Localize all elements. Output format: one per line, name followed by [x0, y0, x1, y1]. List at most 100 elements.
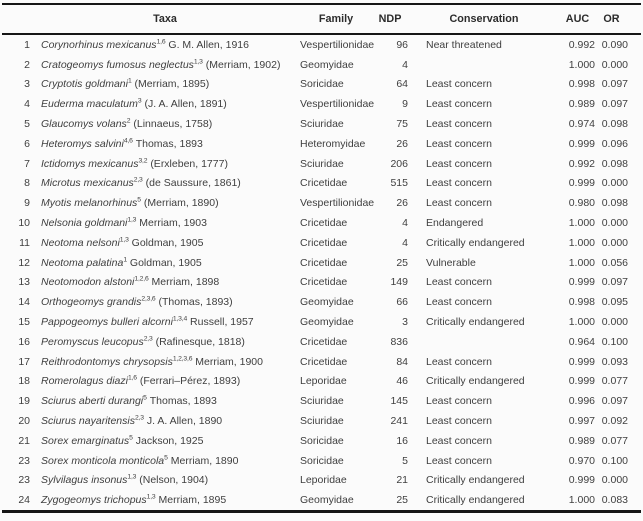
- or-cell: 0.098: [601, 118, 628, 131]
- author-citation: (Rafinesque, 1818): [155, 335, 245, 348]
- ndp-cell: 145: [390, 395, 408, 408]
- auc-cell: 1.000: [568, 58, 595, 71]
- or-cell: 0.000: [601, 236, 628, 249]
- table-row: 7 Ictidomys mexicanus3,2 (Erxleben, 1777)…: [2, 154, 641, 174]
- row-number: 20: [18, 415, 30, 428]
- row-number: 6: [24, 137, 30, 150]
- taxa-cell: Myotis melanorhinus5 (Merriam, 1890): [30, 197, 300, 209]
- row-number: 5: [24, 118, 30, 131]
- ndp-cell: 26: [396, 197, 408, 210]
- species-superscript: 1,6: [127, 374, 137, 382]
- table-top-border: [2, 3, 641, 5]
- species-superscript: 2,3: [133, 176, 143, 184]
- auc-cell: 0.996: [568, 395, 595, 408]
- conservation-cell: Least concern: [426, 177, 492, 190]
- row-number: 15: [18, 316, 30, 329]
- table-row: 20 Sciurus nayaritensis2,3 J. A. Allen, 1…: [2, 411, 641, 431]
- row-number: 2: [24, 58, 30, 71]
- family-cell: Sciuridae: [300, 118, 344, 131]
- taxa-cell: Reithrodontomys chrysopsis1,2,3,6 Merriam…: [30, 355, 300, 367]
- species-superscript: 2: [126, 117, 131, 125]
- ndp-cell: 4: [402, 58, 408, 71]
- author-citation: (Merriam, 1890): [143, 197, 219, 210]
- author-citation: Thomas, 1893: [149, 395, 217, 408]
- column-header-ndp: NDP: [378, 13, 402, 25]
- species-name: Peromyscus leucopus: [41, 335, 144, 348]
- or-cell: 0.077: [601, 434, 628, 447]
- or-cell: 0.000: [601, 217, 628, 230]
- column-header-conservation: Conservation: [449, 13, 519, 25]
- author-citation: Goldman, 1905: [129, 256, 202, 269]
- table-row: 19 Sciurus aberti durangi5 Thomas, 1893 S…: [2, 391, 641, 411]
- ndp-cell: 149: [390, 276, 408, 289]
- conservation-cell: Least concern: [426, 454, 492, 467]
- conservation-cell: Least concern: [426, 137, 492, 150]
- ndp-cell: 836: [390, 335, 408, 348]
- ndp-cell: 46: [396, 375, 408, 388]
- species-superscript: 4,6: [123, 137, 133, 145]
- table-bottom-border: [2, 510, 641, 514]
- species-superscript: 2,3: [143, 335, 153, 343]
- table-row: 23 Sorex monticola monticola5 Merriam, 18…: [2, 451, 641, 471]
- family-cell: Cricetidae: [300, 236, 348, 249]
- table-row: 8 Microtus mexicanus2,3 (de Saussure, 186…: [2, 174, 641, 194]
- auc-cell: 0.999: [568, 355, 595, 368]
- author-citation: (Merriam, 1902): [205, 58, 281, 71]
- or-cell: 0.100: [601, 454, 628, 467]
- auc-cell: 0.999: [568, 137, 595, 150]
- table-row: 10 Nelsonia goldmani1,3 Merriam, 1903 Cri…: [2, 213, 641, 233]
- author-citation: (Merriam, 1895): [134, 78, 210, 91]
- species-name: Neotoma palatina: [41, 256, 124, 269]
- taxa-cell: Neotomodon alstoni1,2,6 Merriam, 1898: [30, 276, 300, 288]
- ndp-cell: 206: [390, 157, 408, 170]
- taxa-cell: Sorex emarginatus5 Jackson, 1925: [30, 434, 300, 447]
- taxa-cell: Microtus mexicanus2,3 (de Saussure, 1861): [30, 177, 300, 189]
- ndp-cell: 4: [402, 217, 408, 230]
- table-row: 4 Euderma maculatum3 (J. A. Allen, 1891) …: [2, 94, 641, 114]
- taxa-cell: Sorex monticola monticola5 Merriam, 1890: [30, 454, 300, 467]
- species-name: Heteromys salvini: [41, 137, 124, 150]
- row-number: 23: [18, 474, 30, 487]
- or-cell: 0.090: [601, 38, 628, 51]
- author-citation: Jackson, 1925: [135, 434, 204, 447]
- author-citation: Merriam, 1890: [170, 454, 239, 467]
- or-cell: 0.000: [601, 177, 628, 190]
- author-citation: (Thomas, 1893): [158, 296, 233, 309]
- table-row: 24 Zygogeomys trichopus1,3 Merriam, 1895 …: [2, 490, 641, 510]
- species-name: Orthogeomys grandis: [41, 296, 142, 309]
- row-number: 11: [19, 236, 30, 249]
- conservation-cell: Critically endangered: [426, 494, 525, 507]
- family-cell: Cricetidae: [300, 355, 348, 368]
- ndp-cell: 26: [396, 137, 408, 150]
- family-cell: Cricetidae: [300, 276, 348, 289]
- species-superscript: 5: [137, 196, 141, 204]
- conservation-cell: Endangered: [426, 217, 484, 230]
- auc-cell: 0.999: [568, 276, 595, 289]
- species-name: Cratogeomys fumosus neglectus: [41, 58, 194, 71]
- species-superscript: 5: [129, 434, 133, 442]
- author-citation: Merriam, 1895: [158, 494, 227, 507]
- conservation-cell: Least concern: [426, 434, 492, 447]
- table-row: 12 Neotoma palatina1 Goldman, 1905 Cricet…: [2, 253, 641, 273]
- or-cell: 0.095: [601, 296, 628, 309]
- or-cell: 0.093: [601, 355, 628, 368]
- conservation-cell: Least concern: [426, 415, 492, 428]
- author-citation: Merriam, 1903: [139, 217, 207, 230]
- taxa-cell: Pappogeomys bulleri alcorni1,3,4 Russell,…: [30, 316, 300, 328]
- family-cell: Geomyidae: [300, 58, 354, 71]
- conservation-cell: Least concern: [426, 157, 492, 170]
- auc-cell: 0.992: [568, 38, 595, 51]
- ndp-cell: 4: [402, 236, 408, 249]
- species-superscript: 1,3,4: [172, 315, 188, 323]
- species-name: Sciurus nayaritensis: [41, 415, 135, 428]
- conservation-cell: Least concern: [426, 78, 492, 91]
- auc-cell: 1.000: [568, 217, 595, 230]
- taxa-cell: Romerolagus diazi1,6 (Ferrari–Pérez, 1893…: [30, 375, 300, 387]
- auc-cell: 0.998: [568, 78, 595, 91]
- or-cell: 0.000: [601, 474, 628, 487]
- family-cell: Sciuridae: [300, 157, 344, 170]
- table-header-row: Taxa Family NDP Conservation AUC OR: [2, 5, 641, 33]
- or-cell: 0.056: [601, 256, 628, 269]
- species-superscript: 1,2,6: [134, 275, 149, 283]
- author-citation: G. M. Allen, 1916: [168, 38, 249, 51]
